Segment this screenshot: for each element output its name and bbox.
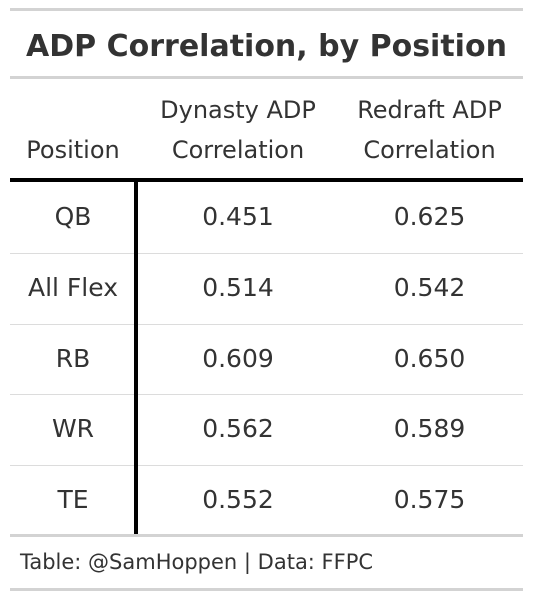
cell-dynasty: 0.514 (202, 272, 274, 302)
column-header-redraft-line1: Redraft ADP (357, 96, 502, 124)
column-header-dynasty-line1: Dynasty ADP (160, 96, 316, 124)
column-header-dynasty-line2: Correlation (171, 136, 305, 164)
title-bottom-rule (10, 76, 523, 79)
row-divider (10, 394, 523, 396)
cell-redraft: 0.625 (393, 202, 466, 231)
table-bottom-rule (10, 534, 523, 537)
cell-position: TE (57, 485, 89, 515)
row-divider (10, 465, 523, 467)
stub-divider (134, 182, 138, 536)
cell-position: All Flex (27, 272, 118, 302)
column-header-redraft-line2: Correlation (363, 136, 496, 164)
cell-position: RB (55, 343, 91, 373)
cell-position: WR (51, 414, 95, 444)
header-bottom-rule (10, 178, 523, 182)
row-divider (10, 323, 523, 325)
cell-redraft: 0.650 (393, 343, 466, 373)
cell-redraft: 0.575 (393, 485, 466, 515)
cell-dynasty: 0.451 (202, 202, 274, 231)
bottom-border (10, 588, 523, 591)
source-note: Table: @SamHoppen | Data: FFPC (20, 550, 374, 574)
cell-dynasty: 0.562 (202, 414, 274, 444)
column-header-redraft: Redraft ADP Correlation (336, 88, 523, 178)
cell-redraft: 0.542 (393, 272, 466, 302)
cell-dynasty: 0.552 (202, 485, 274, 515)
cell-redraft: 0.589 (393, 414, 466, 444)
column-header-position: Position (10, 88, 136, 178)
table-title: ADP Correlation, by Position (26, 29, 507, 64)
column-header-position-line2: Position (26, 136, 120, 164)
adp-correlation-table: ADP Correlation, by Position Position Dy… (10, 0, 523, 600)
top-border (10, 8, 523, 11)
cell-dynasty: 0.609 (202, 343, 274, 373)
column-header-dynasty: Dynasty ADP Correlation (140, 88, 336, 178)
row-divider (10, 252, 523, 254)
cell-position: QB (54, 202, 92, 231)
